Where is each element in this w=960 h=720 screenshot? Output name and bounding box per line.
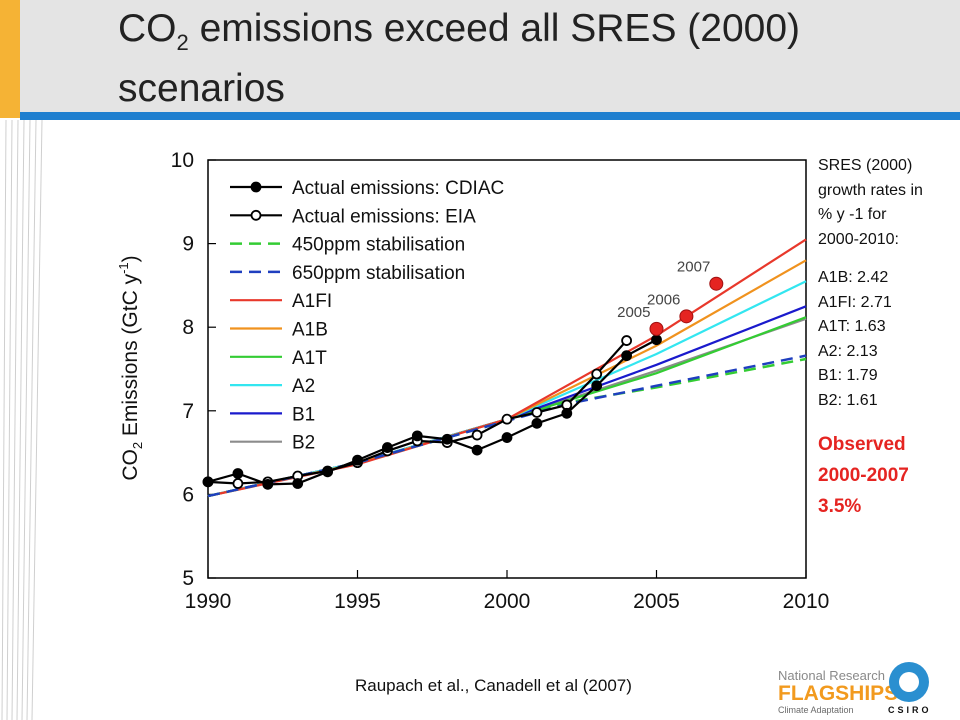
legend-650ppm-stabilisation-label: 650ppm stabilisation [292,263,465,284]
growth-rates-heading-line-2: % y -1 for [818,206,887,223]
growth-rate-item-3: A2: 2.13 [818,342,878,360]
citation: Raupach et al., Canadell et al (2007) [355,676,632,695]
growth-rates-panel: SRES (2000) growth rates in % y -1 for 2000… [818,154,958,522]
legend-b1-label: B1 [292,404,315,425]
logo-line-3: Climate Adaptation [778,705,854,715]
observed-label-2005: 2005 [617,304,650,321]
legend-a1t-label: A1T [292,348,327,369]
x-tick-label-2000: 2000 [484,590,531,613]
y-tick-label-8: 8 [182,316,194,339]
y-tick-label-9: 9 [182,233,194,256]
accent-bar [0,0,20,118]
logo-line-2: FLAGSHIPS [778,682,899,705]
title-rule [20,112,960,120]
y-tick-label-6: 6 [182,483,194,506]
legend-actual-emissions-eia-marker [250,209,262,221]
logo-line-1: National Research [778,668,885,683]
series-actual-emissions-eia-point-2000 [501,413,513,425]
observed-line-1: 2000-2007 [818,465,909,486]
series-actual-emissions-cdiac-point-1996 [381,442,393,453]
legend-a2-label: A2 [292,376,315,397]
series-actual-emissions-cdiac-point-1999 [471,444,483,456]
series-actual-emissions-eia-point-1999 [471,429,483,441]
series-actual-emissions-cdiac-line [207,338,658,486]
series-actual-emissions-cdiac-point-2005 [651,334,662,346]
title-text-2: emissions exceed all SRES (2000) [188,7,801,50]
series-actual-emissions-eia-point-2001 [531,407,543,418]
flagships-logo: National Research FLAGSHIPS Climate Adap… [772,662,960,720]
observed-point-2006 [679,309,694,324]
y-tick-label-7: 7 [182,400,194,423]
x-tick-label-1995: 1995 [334,590,381,613]
growth-rate-item-4: B1: 1.79 [818,367,878,384]
observed-line-0: Observed [818,434,906,455]
series-actual-emissions-cdiac-point-1995 [352,454,363,466]
series-actual-emissions-cdiac-point-2000 [501,432,513,443]
series-actual-emissions-cdiac-point-1998 [441,433,453,445]
observed-point-2007 [709,276,724,291]
growth-rates-heading: SRES (2000) growth rates in % y -1 for 2000… [818,154,958,252]
y-axis-label: CO2 Emissions (GtC y-1) [116,255,145,480]
series-actual-emissions-cdiac-point-1992 [262,478,274,490]
legend-a1fi-label: A1FI [292,291,332,312]
series-actual-emissions-cdiac-point-2002 [561,407,573,419]
observed-label-2007: 2007 [677,259,710,276]
decorative-stripes [1,119,43,720]
growth-rate-item-5: B2: 1.61 [818,391,878,409]
series-actual-emissions-eia-point-2004 [621,335,632,346]
series-actual-emissions-cdiac-point-2004 [621,350,632,362]
growth-rate-item-2: A1T: 1.63 [818,318,886,335]
growth-rates-heading-line-3: 2000-2010: [818,230,899,248]
observed-point-2005 [649,321,664,336]
observed-label-2006: 2006 [647,291,680,308]
growth-rate-item-1: A1FI: 2.71 [818,293,892,311]
legend-b2-label: B2 [292,433,315,454]
csiro-wordmark: CSIRO [888,705,932,715]
title-text-3: scenarios [118,66,285,110]
x-tick-label-1990: 1990 [185,590,232,613]
title-band [20,0,960,112]
observed-rate: Observed 2000-2007 3.5% [818,429,958,522]
growth-rates-list: A1B: 2.42 A1FI: 2.71 A1T: 1.63 A2: 2.13 B1: … [818,266,958,413]
growth-rate-item-0: A1B: 2.42 [818,269,889,286]
series-actual-emissions-cdiac-point-1997 [411,430,423,442]
legend-450ppm-stabilisation-label: 450ppm stabilisation [292,235,465,256]
growth-rates-heading-line-1: growth rates in [818,181,923,199]
series-actual-emissions-cdiac-point-1991 [232,468,244,479]
series-actual-emissions-cdiac-point-2003 [591,380,603,392]
csiro-logo-icon [889,662,929,702]
x-tick-label-2010: 2010 [783,590,830,613]
series-actual-emissions-cdiac-point-1993 [292,478,304,489]
slide-title: CO2 emissions exceed all SRES (2000) sce… [118,6,800,112]
series-actual-emissions-cdiac-point-1994 [322,466,334,478]
series-actual-emissions-cdiac-point-2001 [531,417,543,429]
series-actual-emissions-eia-point-1991 [232,478,244,489]
series-actual-emissions-eia-point-2003 [591,368,603,380]
legend-actual-emissions-eia-label: Actual emissions: EIA [292,206,476,227]
y-tick-label-10: 10 [171,149,194,172]
growth-rates-heading-line-0: SRES (2000) [818,157,913,174]
x-tick-label-2005: 2005 [633,590,680,613]
y-tick-label-5: 5 [182,567,194,590]
legend-actual-emissions-cdiac-marker [250,181,262,193]
observed-line-2: 3.5% [818,496,862,517]
series-actual-emissions-cdiac-point-1990 [202,476,214,488]
legend-a1b-label: A1B [292,320,328,341]
title-subscript: 2 [176,29,189,55]
title-text-1: CO [118,7,177,50]
legend-actual-emissions-cdiac-label: Actual emissions: CDIAC [292,178,504,199]
